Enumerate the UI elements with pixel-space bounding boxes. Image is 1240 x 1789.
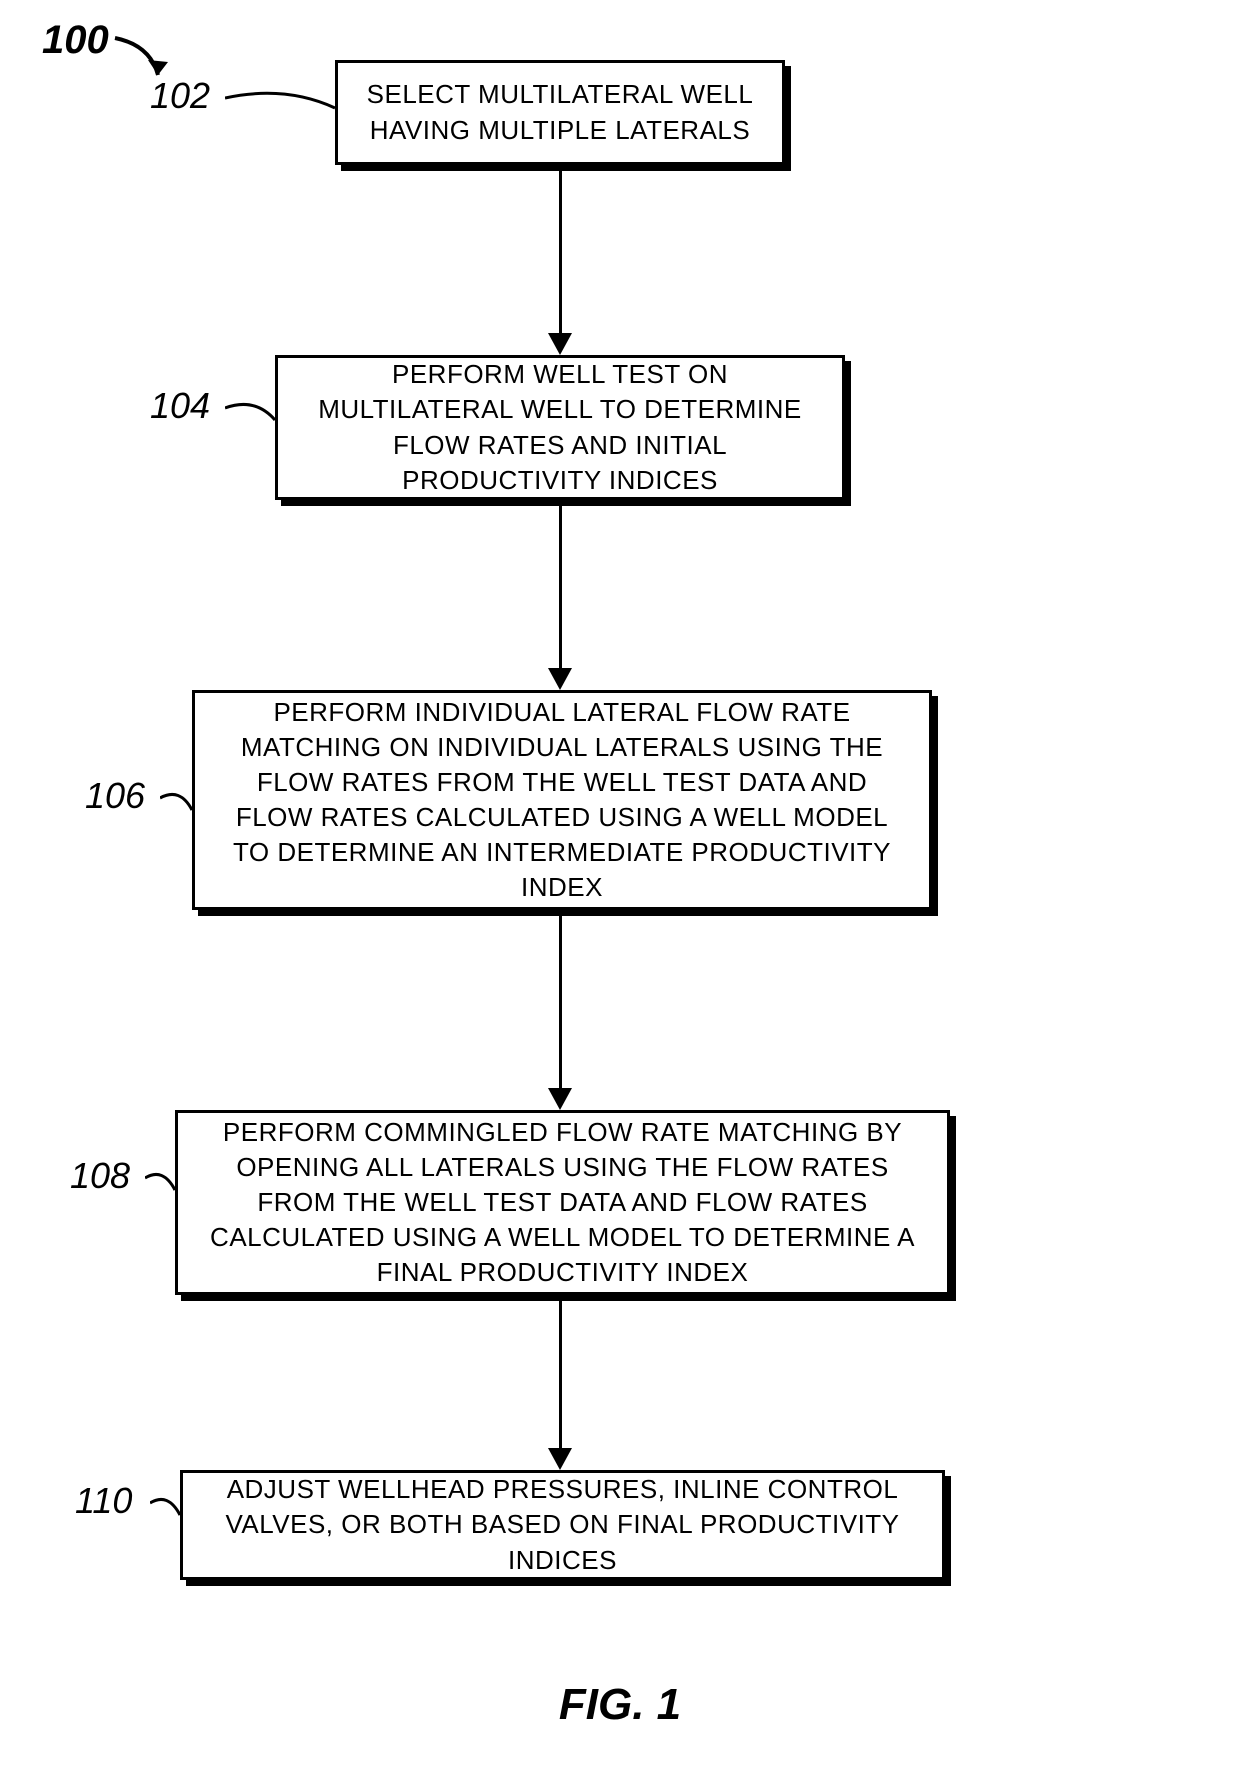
step-label-104: 104 (150, 385, 210, 427)
step-box-108: PERFORM COMMINGLED FLOW RATE MATCHING BY… (175, 1110, 950, 1295)
step-text: SELECT MULTILATERAL WELL HAVING MULTIPLE… (362, 77, 758, 147)
arrow-4-line (559, 1301, 562, 1448)
step-text: PERFORM WELL TEST ON MULTILATERAL WELL T… (302, 357, 818, 497)
step-box-110: ADJUST WELLHEAD PRESSURES, INLINE CONTRO… (180, 1470, 945, 1580)
arrow-3-line (559, 916, 562, 1088)
step-text: PERFORM COMMINGLED FLOW RATE MATCHING BY… (202, 1115, 923, 1290)
leader-102 (225, 85, 340, 125)
arrow-3-head (548, 1088, 572, 1110)
arrow-2-line (559, 506, 562, 668)
figure-caption: FIG. 1 (0, 1680, 1240, 1730)
arrow-4-head (548, 1448, 572, 1470)
step-box-102: SELECT MULTILATERAL WELL HAVING MULTIPLE… (335, 60, 785, 165)
leader-106 (160, 785, 197, 825)
step-label-106: 106 (85, 775, 145, 817)
step-label-102: 102 (150, 75, 210, 117)
arrow-2-head (548, 668, 572, 690)
step-box-106: PERFORM INDIVIDUAL LATERAL FLOW RATE MAT… (192, 690, 932, 910)
leader-110 (150, 1490, 185, 1530)
step-box-104: PERFORM WELL TEST ON MULTILATERAL WELL T… (275, 355, 845, 500)
step-label-110: 110 (75, 1480, 132, 1522)
leader-104 (225, 395, 280, 435)
arrow-1-head (548, 333, 572, 355)
leader-108 (145, 1165, 180, 1205)
step-text: ADJUST WELLHEAD PRESSURES, INLINE CONTRO… (207, 1472, 918, 1577)
arrow-1-line (559, 171, 562, 333)
step-text: PERFORM INDIVIDUAL LATERAL FLOW RATE MAT… (219, 695, 905, 906)
step-label-108: 108 (70, 1155, 130, 1197)
